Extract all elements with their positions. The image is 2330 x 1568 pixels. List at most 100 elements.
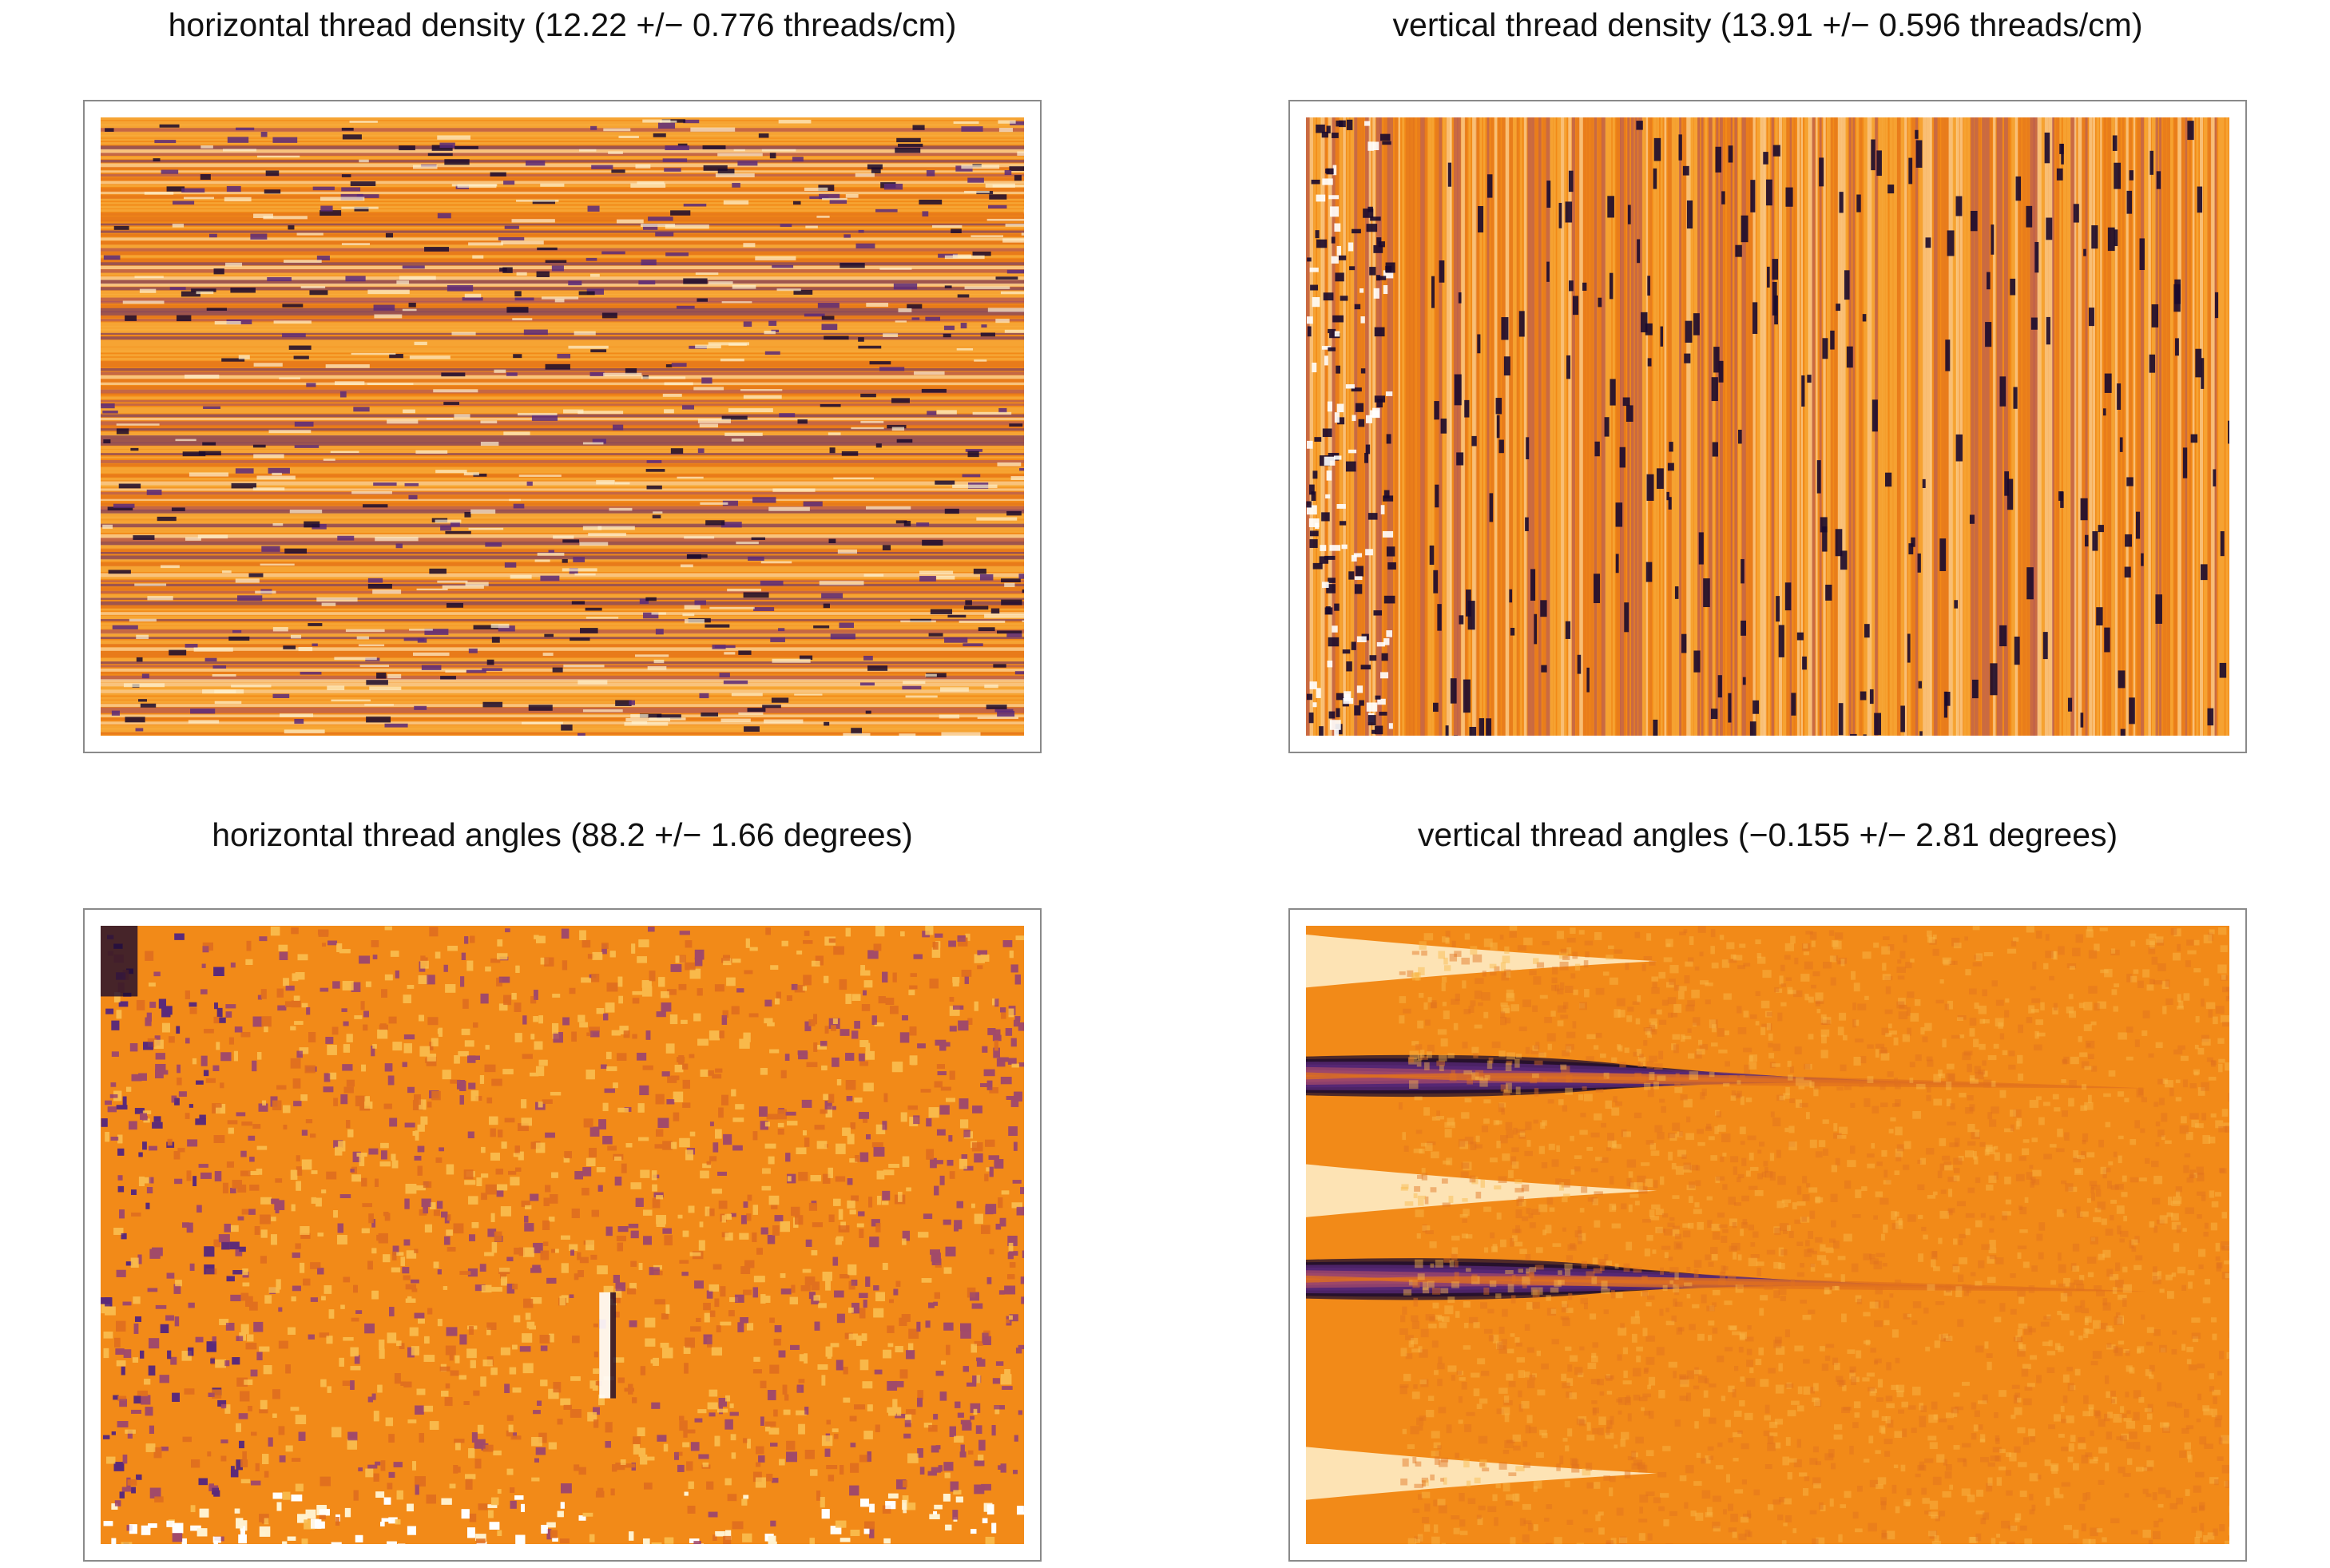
heatmap-cell [1413, 117, 1416, 736]
heatmap-cell [214, 1002, 218, 1010]
heatmap-cell [1308, 713, 1314, 724]
heatmap-cell [618, 135, 639, 139]
heatmap-cell [816, 215, 830, 218]
heatmap-cell [101, 322, 1024, 327]
heatmap-cell [2010, 278, 2016, 296]
heatmap-cell [166, 186, 185, 192]
heatmap-cell [2177, 117, 2181, 736]
heatmap-cell [743, 395, 782, 399]
heatmap-cell [196, 291, 214, 295]
heatmap-cell [1934, 117, 1938, 736]
heatmap-background [101, 926, 1024, 1544]
heatmap-cell [739, 1233, 749, 1240]
heatmap-cell [1919, 731, 1923, 736]
heatmap-cell [101, 361, 1024, 365]
heatmap-cell [1398, 117, 1401, 736]
heatmap-cell [1922, 478, 1926, 488]
heatmap-cell [611, 169, 625, 173]
heatmap-cell [1812, 117, 1816, 736]
heatmap-cell [1534, 117, 1540, 736]
heatmap-cell [935, 480, 955, 485]
heatmap-cell [418, 975, 429, 984]
heatmap-cell [101, 615, 1024, 619]
heatmap-cell [345, 629, 385, 633]
heatmap-cell [1907, 633, 1911, 663]
heatmap-cell [1612, 117, 1615, 736]
heatmap-cell [1365, 549, 1373, 556]
heatmap-cell [409, 629, 433, 631]
heatmap-cell [227, 137, 249, 143]
heatmap-cell [256, 155, 300, 158]
heatmap-cell [940, 687, 969, 692]
heatmap-cell [403, 1043, 412, 1054]
heatmap-cell [936, 575, 955, 580]
heatmap-cell [2192, 117, 2195, 736]
heatmap-cell [1360, 368, 1366, 374]
heatmap-cell [910, 973, 917, 977]
heatmap-cell [1510, 627, 1515, 636]
heatmap-cell [2004, 471, 2010, 496]
heatmap-cell [1546, 181, 1551, 208]
heatmap-cell [1472, 117, 1477, 736]
heatmap-cell [728, 408, 773, 413]
heatmap-cell [828, 538, 836, 544]
heatmap-cell [1638, 117, 1643, 736]
heatmap-cell [1784, 582, 1792, 611]
heatmap-cell [157, 516, 177, 522]
heatmap-cell [653, 511, 663, 514]
heatmap-cell [517, 412, 558, 416]
heatmap-cell [1679, 117, 1682, 736]
heatmap-cell [101, 138, 1024, 141]
heatmap-cell [1010, 121, 1024, 125]
heatmap-cell [2062, 117, 2067, 736]
heatmap-cell [101, 240, 1024, 245]
heatmap-cell [1856, 194, 1861, 212]
heatmap-cell [804, 313, 825, 317]
heatmap-cell [768, 1195, 780, 1205]
heatmap-cell [2141, 553, 2144, 566]
heatmap-cell [1915, 117, 1919, 736]
heatmap-cell [740, 389, 783, 391]
heatmap-cell [437, 212, 451, 219]
heatmap-cell [1324, 355, 1328, 366]
heatmap-cell [1405, 117, 1411, 736]
heatmap-cell [101, 163, 1024, 168]
heatmap-cell [1459, 615, 1464, 625]
heatmap-cell [957, 294, 970, 298]
heatmap-cell [161, 169, 179, 174]
heatmap-cell [189, 1007, 197, 1014]
heatmap-cell [118, 483, 141, 489]
heatmap-cell [237, 595, 263, 601]
heatmap-cell [1332, 133, 1339, 138]
heatmap-cell [829, 199, 847, 204]
heatmap-cell [965, 600, 972, 605]
heatmap-cell [490, 172, 506, 177]
heatmap-cell [677, 143, 688, 147]
heatmap-cell [1346, 117, 1350, 736]
heatmap-cell [912, 125, 925, 130]
heatmap-cell [101, 714, 1024, 718]
heatmap-cell [1376, 641, 1385, 647]
heatmap-cell [1369, 267, 1376, 276]
heatmap-cell [721, 415, 748, 420]
heatmap-cell [911, 317, 920, 320]
heatmap-cell [1366, 702, 1378, 712]
heatmap-cell [1718, 360, 1724, 383]
heatmap-cell [936, 410, 957, 415]
heatmap-cell [1335, 272, 1344, 282]
heatmap-cell [1353, 553, 1363, 558]
heatmap-cell [642, 119, 671, 123]
heatmap-cell [1955, 196, 1963, 216]
heatmap-cell [1844, 270, 1850, 300]
heatmap-cell [717, 153, 763, 157]
heatmap-cell [490, 623, 510, 629]
heatmap-cell [1306, 117, 1310, 736]
heatmap-cell [1959, 117, 1963, 736]
heatmap-cell [712, 645, 726, 649]
heatmap-cell [943, 333, 951, 338]
heatmap-cell [961, 126, 983, 132]
heatmap-cell [1314, 437, 1322, 442]
heatmap-cell [1836, 304, 1841, 312]
heatmap-cell [1329, 545, 1341, 551]
heatmap-cell [762, 1168, 771, 1174]
